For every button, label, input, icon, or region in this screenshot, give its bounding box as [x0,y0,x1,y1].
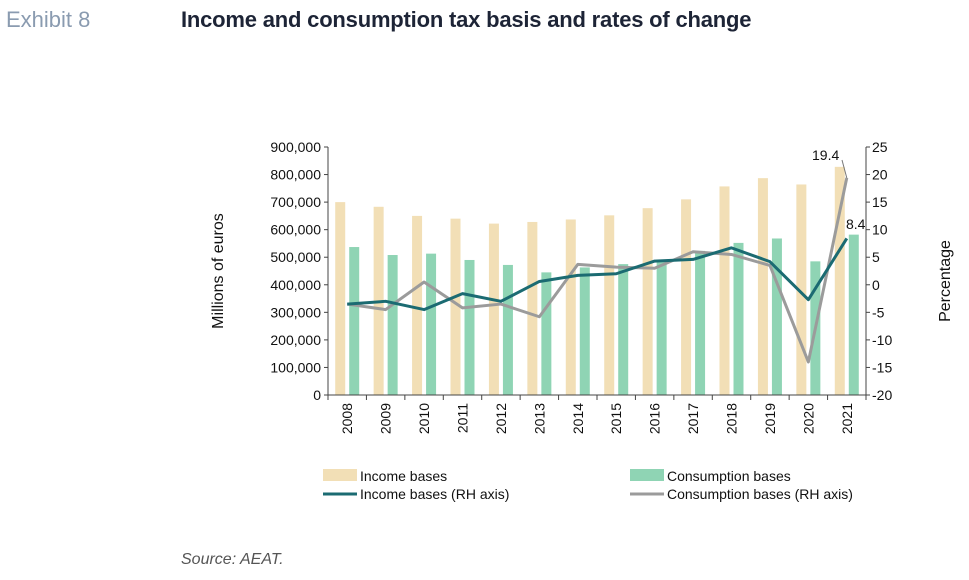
exhibit-label: Exhibit 8 [6,7,91,32]
bar-income-bases-2019 [757,178,768,395]
legend-label: Consumption bases (RH axis) [667,486,853,502]
bar-consumption-bases-2013 [541,272,552,395]
bar-income-bases-2015 [604,215,615,395]
annotation-label: 8.4 [846,216,866,232]
bar-income-bases-2017 [681,199,692,395]
x-tick-label: 2008 [339,403,355,434]
y-tick-label-left: 700,000 [270,194,321,210]
y-tick-label-left: 300,000 [270,304,321,320]
x-tick-label: 2015 [608,403,624,434]
bar-consumption-bases-2008 [349,247,360,395]
x-tick-label: 2010 [416,403,432,434]
annotation-leader [841,159,848,178]
line-income-bases-rh-axis- [347,237,849,312]
x-tick-label: 2011 [455,403,471,433]
y-tick-label-left: 600,000 [270,222,321,238]
bar-income-bases-2016 [642,208,653,395]
legend-label: Income bases [360,468,447,484]
x-tick-label: 2013 [531,403,547,434]
bar-income-bases-2013 [527,221,538,395]
y-tick-label-right: 10 [872,222,888,238]
bar-consumption-bases-2010 [426,253,437,395]
y-tick-label-right: 25 [872,139,888,155]
y-axis-title-right: Percentage [937,240,954,322]
x-tick-label: 2016 [647,403,663,434]
bar-income-bases-2008 [335,202,346,395]
annotation-label: 19.4 [812,147,839,163]
x-tick-label: 2020 [800,403,816,434]
x-tick-label: 2019 [762,403,778,434]
legend-label: Income bases (RH axis) [360,486,509,502]
y-tick-label-right: -5 [872,304,885,320]
bar-consumption-bases-2021 [848,234,859,395]
x-tick-label: 2012 [493,403,509,434]
y-tick-label-left: 900,000 [270,139,321,155]
x-tick-label: 2014 [570,403,586,434]
legend-label: Consumption bases [667,468,791,484]
y-tick-label-right: 0 [872,277,880,293]
bar-income-bases-2011 [450,218,461,395]
y-tick-label-left: 400,000 [270,277,321,293]
bar-consumption-bases-2015 [618,264,629,395]
bar-income-bases-2014 [565,219,576,395]
y-tick-label-right: -20 [872,387,892,403]
bar-consumption-bases-2012 [502,264,513,395]
bar-consumption-bases-2019 [771,238,782,395]
bar-consumption-bases-2017 [695,250,706,395]
bar-consumption-bases-2014 [579,267,590,395]
bar-income-bases-2018 [719,186,730,395]
bar-consumption-bases-2018 [733,242,744,395]
y-tick-label-right: 15 [872,194,888,210]
legend-swatch-income-bases [323,469,357,481]
bar-consumption-bases-2011 [464,259,475,395]
bar-income-bases-2010 [412,215,423,395]
bar-consumption-bases-2016 [656,260,667,395]
y-tick-label-right: -15 [872,359,892,375]
x-tick-label: 2017 [685,403,701,434]
y-tick-label-left: 100,000 [270,359,321,375]
y-tick-label-right: 5 [872,249,880,265]
y-tick-label-right: 20 [872,167,888,183]
y-tick-label-left: 800,000 [270,167,321,183]
y-axis-title-left: Millions of euros [210,213,227,329]
x-tick-label: 2021 [839,403,855,434]
source-note: Source: AEAT. [181,551,284,568]
y-tick-label-right: -10 [872,332,892,348]
chart-title: Income and consumption tax basis and rat… [181,7,752,32]
line-consumption-bases-rh-axis- [347,177,849,364]
bar-income-bases-2020 [796,184,807,395]
bar-income-bases-2012 [488,223,499,395]
legend-swatch-consumption-bases [630,469,664,481]
bar-income-bases-2021 [834,166,845,395]
bar-consumption-bases-2009 [387,255,398,395]
y-tick-label-left: 500,000 [270,249,321,265]
x-tick-label: 2009 [378,403,394,434]
y-tick-label-left: 200,000 [270,332,321,348]
y-tick-label-left: 0 [313,387,321,403]
x-tick-label: 2018 [724,403,740,434]
